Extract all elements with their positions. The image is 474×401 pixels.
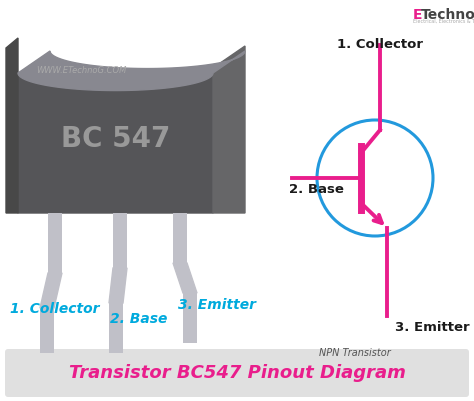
Bar: [113, 213, 127, 268]
Text: E: E: [413, 8, 422, 22]
Polygon shape: [173, 263, 197, 293]
Text: 1. Collector: 1. Collector: [337, 38, 423, 51]
Bar: [48, 213, 62, 273]
Text: 2. Base: 2. Base: [110, 312, 167, 326]
Text: 3. Emitter: 3. Emitter: [178, 298, 256, 312]
Text: NPN Transistor: NPN Transistor: [319, 348, 391, 358]
Bar: [173, 213, 187, 263]
Text: Transistor BC547 Pinout Diagram: Transistor BC547 Pinout Diagram: [69, 364, 405, 382]
Polygon shape: [40, 273, 62, 308]
Text: Electrical, Electronics & Technology: Electrical, Electronics & Technology: [413, 19, 474, 24]
Text: TechnoG: TechnoG: [421, 8, 474, 22]
Text: 3. Emitter: 3. Emitter: [395, 321, 470, 334]
Polygon shape: [109, 268, 127, 303]
Polygon shape: [18, 51, 245, 91]
Text: WWW.ETechnoG.COM: WWW.ETechnoG.COM: [36, 66, 127, 75]
Bar: [109, 303, 123, 353]
Bar: [40, 308, 54, 353]
Polygon shape: [18, 73, 213, 213]
Text: 2. Base: 2. Base: [289, 183, 344, 196]
Polygon shape: [213, 46, 245, 213]
Text: 1. Collector: 1. Collector: [10, 302, 100, 316]
FancyBboxPatch shape: [5, 349, 469, 397]
Bar: [183, 293, 197, 343]
Polygon shape: [6, 38, 18, 213]
Text: BC 547: BC 547: [61, 125, 170, 153]
